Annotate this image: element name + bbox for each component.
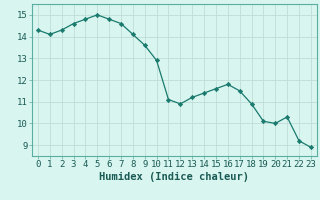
X-axis label: Humidex (Indice chaleur): Humidex (Indice chaleur) <box>100 172 249 182</box>
